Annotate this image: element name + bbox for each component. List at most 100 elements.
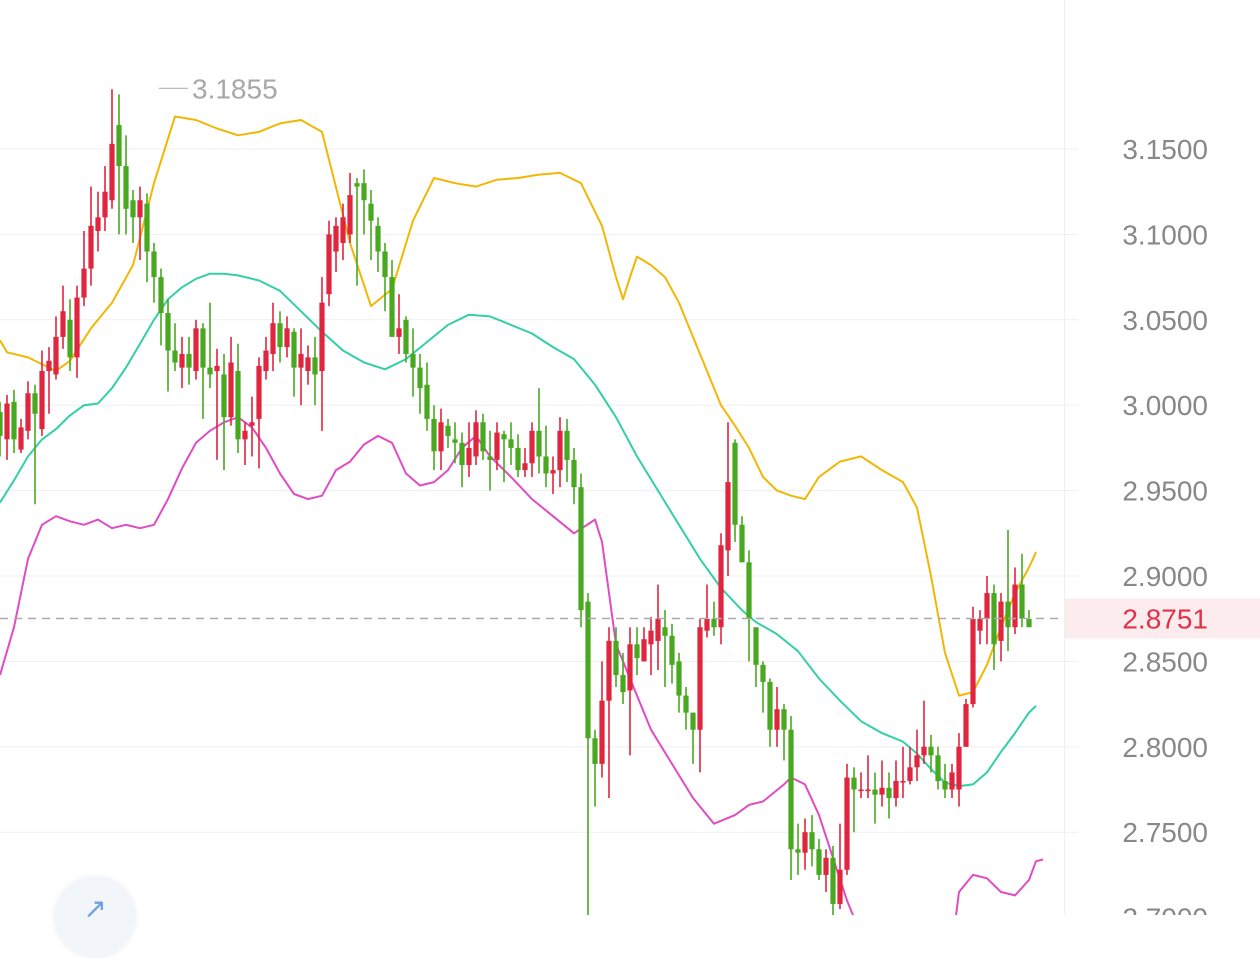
candle-body — [137, 200, 143, 218]
candle-body — [669, 635, 675, 665]
candle-body — [851, 777, 857, 790]
candle — [809, 815, 815, 867]
candle — [739, 516, 745, 563]
candle — [732, 439, 738, 542]
candle — [641, 627, 647, 662]
candle — [459, 432, 465, 488]
candle — [46, 347, 52, 414]
candle-body — [774, 709, 780, 730]
candle-body — [522, 463, 528, 471]
candle — [340, 203, 346, 261]
candle — [137, 186, 143, 261]
candle-body — [445, 425, 451, 436]
candle — [753, 627, 759, 688]
candle — [879, 760, 885, 807]
candle — [830, 845, 836, 918]
candle — [179, 336, 185, 389]
candle-body — [1005, 601, 1011, 628]
candle — [494, 422, 500, 471]
candle — [823, 849, 829, 892]
candle-body — [732, 442, 738, 525]
high-price-label: 3.1855 — [192, 73, 278, 104]
y-tick-label: 2.9500 — [1122, 476, 1208, 507]
candle — [690, 712, 696, 764]
candle — [235, 343, 241, 454]
candle — [704, 584, 710, 638]
candle — [0, 401, 3, 457]
candle — [151, 242, 157, 303]
scroll-to-latest-button[interactable]: ↗ — [54, 876, 136, 958]
candle-body — [123, 166, 129, 209]
candle — [347, 172, 353, 243]
candle-body — [102, 191, 108, 218]
candle — [4, 394, 10, 460]
candle-body — [144, 203, 150, 252]
lower-band-line — [0, 416, 1044, 958]
candle — [480, 413, 486, 460]
candle — [1005, 529, 1011, 652]
candle-body — [74, 297, 80, 358]
candle-body — [662, 627, 668, 636]
candle-body — [235, 371, 241, 440]
candle-body — [711, 618, 717, 628]
candle-body — [620, 675, 626, 693]
candle — [963, 698, 969, 747]
candle-body — [382, 251, 388, 278]
candle — [977, 610, 983, 645]
candle — [298, 328, 304, 406]
candle-body — [403, 319, 409, 354]
candle — [557, 417, 563, 488]
candle — [186, 336, 192, 385]
candle-body — [921, 746, 927, 756]
candle — [25, 381, 31, 440]
candle — [606, 627, 612, 799]
candle — [39, 350, 45, 436]
y-tick-label: 2.8000 — [1122, 732, 1208, 763]
candle-body — [529, 430, 535, 464]
candle-body — [501, 434, 507, 440]
candle — [60, 285, 66, 349]
candle — [564, 418, 570, 483]
candle — [291, 328, 297, 397]
candle-body — [655, 618, 661, 641]
candle-body — [914, 755, 920, 768]
candle-body — [88, 225, 94, 269]
candle — [921, 700, 927, 764]
candle-body — [879, 787, 885, 795]
candle-body — [543, 456, 549, 474]
candle — [53, 316, 59, 380]
candle-body — [179, 353, 185, 368]
candle-body — [410, 353, 416, 368]
candle — [571, 447, 577, 505]
candle-body — [676, 661, 682, 696]
candle — [270, 302, 276, 372]
candle — [536, 388, 542, 474]
candle — [718, 533, 724, 645]
candle — [165, 299, 171, 392]
candle-body — [844, 777, 850, 870]
candle — [900, 746, 906, 799]
candle-body — [172, 350, 178, 363]
candle-body — [599, 700, 605, 764]
candle — [95, 191, 101, 252]
candle — [676, 652, 682, 713]
candle-body — [221, 374, 227, 418]
candle-body — [809, 832, 815, 850]
candle — [928, 734, 934, 773]
candle-body — [760, 664, 766, 682]
candle — [746, 550, 752, 662]
candle — [858, 772, 864, 799]
candle-body — [837, 869, 843, 904]
candle — [333, 217, 339, 272]
candle-body — [858, 789, 864, 792]
candle-body — [46, 360, 52, 372]
candle — [935, 746, 941, 790]
candle-body — [473, 422, 479, 457]
candle-body — [697, 627, 703, 730]
candle — [872, 772, 878, 824]
candle — [81, 230, 87, 307]
candle-body — [480, 422, 486, 452]
candle-body — [312, 357, 318, 375]
candle-body — [746, 562, 752, 619]
